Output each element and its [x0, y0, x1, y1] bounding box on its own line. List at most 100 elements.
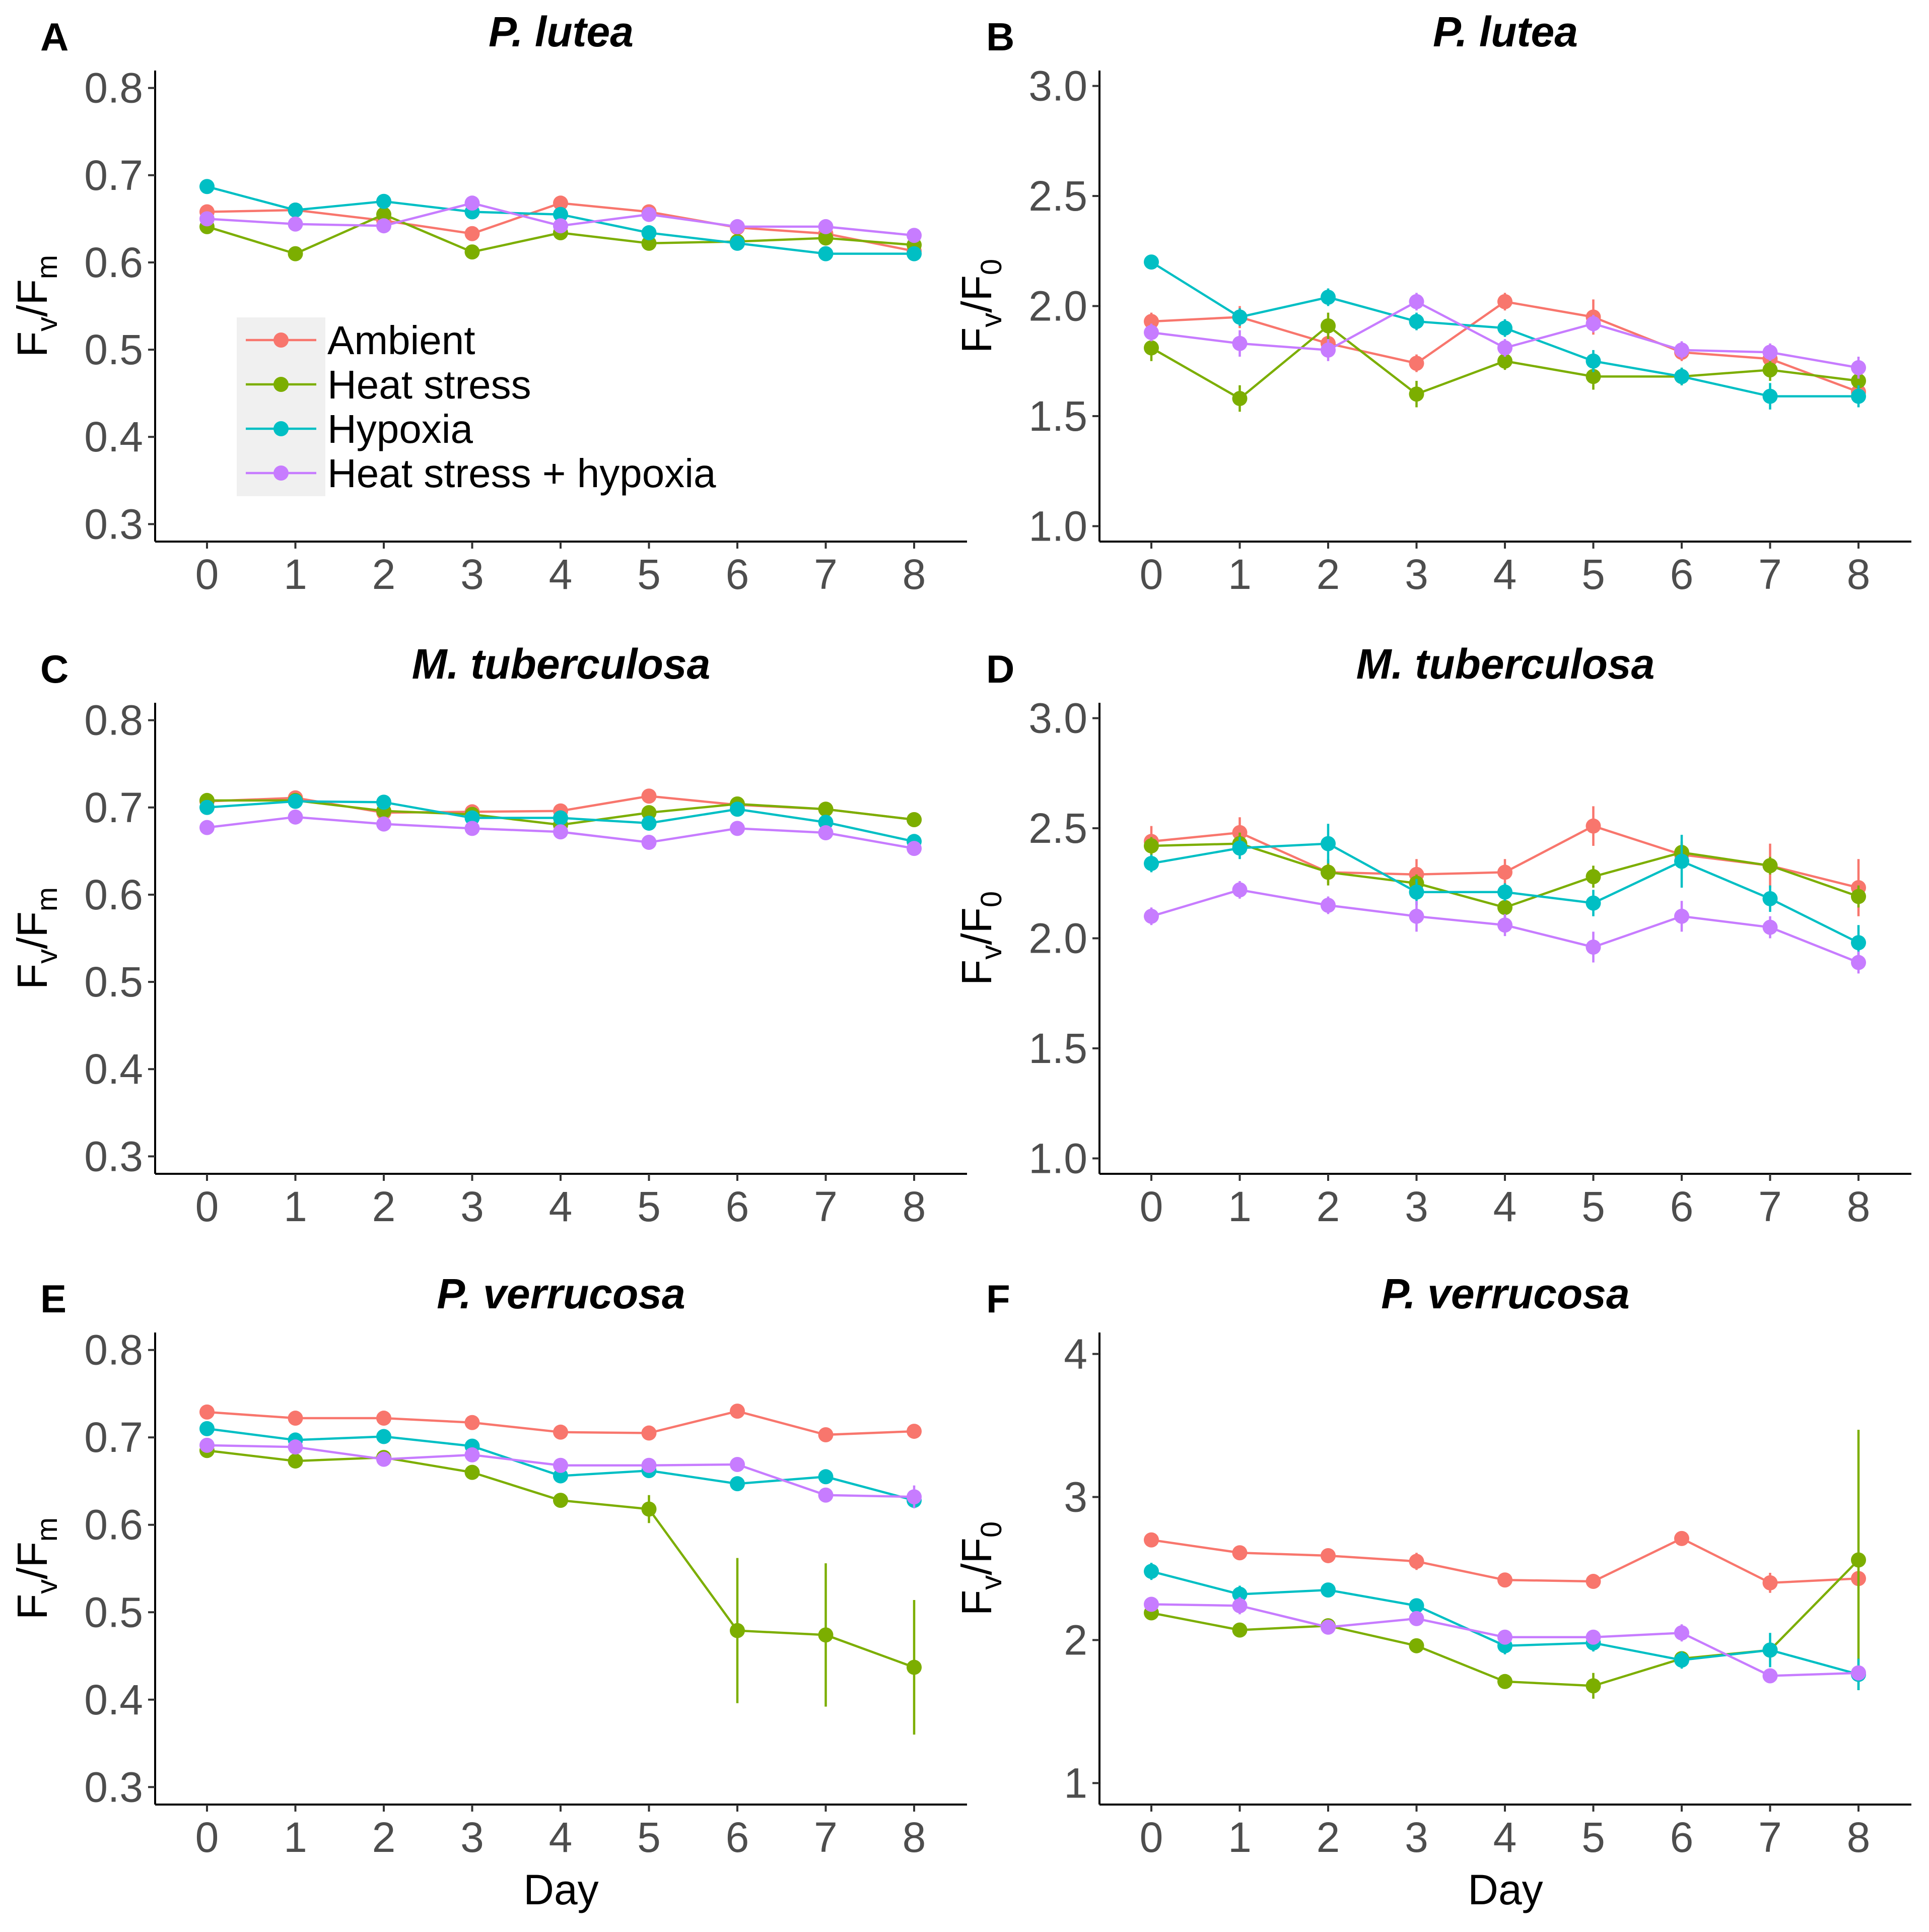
y-tick-label: 1.0	[1028, 502, 1087, 550]
y-tick-label: 0.4	[84, 1045, 143, 1093]
data-point	[730, 1476, 745, 1492]
data-point	[1851, 1665, 1866, 1681]
data-point	[199, 179, 215, 194]
data-point	[288, 216, 303, 232]
data-point	[1497, 1572, 1512, 1588]
data-point	[1497, 353, 1512, 369]
data-point	[1851, 360, 1866, 375]
data-point	[907, 841, 922, 856]
data-point	[907, 812, 922, 828]
x-tick-label: 0	[195, 1814, 219, 1861]
data-point	[553, 1493, 568, 1508]
x-tick-label: 2	[372, 1814, 396, 1861]
data-point	[1321, 318, 1336, 334]
y-tick-label: 2	[1064, 1616, 1087, 1663]
y-axis-label-main: F	[9, 1594, 56, 1620]
data-point	[553, 1457, 568, 1473]
data-point	[730, 235, 745, 251]
data-point	[1674, 342, 1689, 358]
y-tick-label: 0.6	[84, 1501, 143, 1549]
data-point	[907, 1424, 922, 1439]
x-tick-label: 7	[814, 551, 838, 598]
data-point	[464, 810, 480, 826]
data-point	[553, 218, 568, 234]
data-point	[1762, 891, 1778, 906]
data-point	[1851, 373, 1866, 389]
data-point	[376, 1429, 391, 1444]
y-tick-label: 0.7	[84, 784, 143, 831]
y-tick-label: 3.0	[1028, 695, 1087, 742]
data-point	[376, 1451, 391, 1467]
data-point	[1232, 391, 1248, 407]
data-point	[376, 207, 391, 222]
data-point	[818, 246, 834, 261]
x-tick-label: 0	[195, 1183, 219, 1230]
data-point	[288, 793, 303, 809]
data-point	[288, 203, 303, 218]
y-tick-label: 1.5	[1028, 392, 1087, 440]
data-point	[1144, 1596, 1159, 1612]
y-tick-label: 0.5	[84, 1588, 143, 1636]
data-point	[1409, 386, 1424, 402]
data-point	[1144, 1532, 1159, 1548]
y-tick-label: 0.8	[84, 1326, 143, 1374]
x-tick-label: 4	[1493, 1814, 1517, 1861]
data-point	[553, 810, 568, 826]
data-point	[1586, 939, 1601, 955]
panel-letter: A	[40, 15, 68, 59]
data-point	[1497, 294, 1512, 309]
data-point	[730, 802, 745, 817]
data-point	[1144, 324, 1159, 340]
legend-label: Ambient	[327, 318, 475, 363]
y-axis-label-main: F	[953, 327, 1000, 353]
data-point	[1586, 1574, 1601, 1589]
data-point	[288, 246, 303, 261]
y-tick-label: 4	[1064, 1330, 1087, 1378]
data-point	[641, 835, 657, 850]
y-tick-label: 1	[1064, 1759, 1087, 1807]
data-point	[818, 802, 834, 817]
data-point	[288, 1453, 303, 1469]
y-axis-label: Fv/F0	[953, 1521, 1008, 1616]
data-point	[376, 1411, 391, 1426]
data-point	[1497, 884, 1512, 900]
panel-title: M. tuberculosa	[1356, 640, 1655, 688]
y-axis-label-mid: /F	[953, 1538, 1000, 1575]
x-tick-label: 1	[284, 551, 307, 598]
data-point	[288, 809, 303, 825]
data-point	[464, 1464, 480, 1480]
panel-letter: F	[986, 1277, 1010, 1321]
y-axis-label-sub2: m	[31, 887, 63, 911]
y-axis-label-main: F	[953, 960, 1000, 985]
data-point	[1586, 369, 1601, 384]
data-point	[1762, 919, 1778, 935]
data-point	[1762, 1575, 1778, 1590]
data-point	[641, 235, 657, 251]
data-point	[1851, 388, 1866, 404]
data-point	[1321, 836, 1336, 851]
data-point	[1232, 309, 1248, 325]
y-axis-label-main: F	[9, 964, 56, 989]
x-tick-label: 0	[1140, 551, 1163, 598]
data-point	[1674, 1625, 1689, 1641]
data-point	[1762, 362, 1778, 378]
y-tick-label: 0.8	[84, 697, 143, 744]
data-point	[1232, 1622, 1248, 1638]
data-point	[464, 226, 480, 241]
data-point	[199, 820, 215, 835]
panel-title: M. tuberculosa	[412, 640, 711, 688]
series-heat-stress-hypoxia	[199, 809, 922, 856]
data-point	[1497, 1629, 1512, 1645]
x-tick-label: 7	[814, 1183, 838, 1230]
x-tick-label: 6	[726, 1814, 749, 1861]
data-point	[1586, 1678, 1601, 1694]
legend-label: Hypoxia	[327, 407, 473, 451]
data-point	[1232, 336, 1248, 351]
data-point	[1674, 369, 1689, 384]
data-point	[1144, 314, 1159, 329]
x-tick-label: 8	[1847, 1814, 1871, 1861]
x-tick-label: 6	[726, 1183, 749, 1230]
y-axis-label: Fv/Fm	[9, 887, 63, 989]
